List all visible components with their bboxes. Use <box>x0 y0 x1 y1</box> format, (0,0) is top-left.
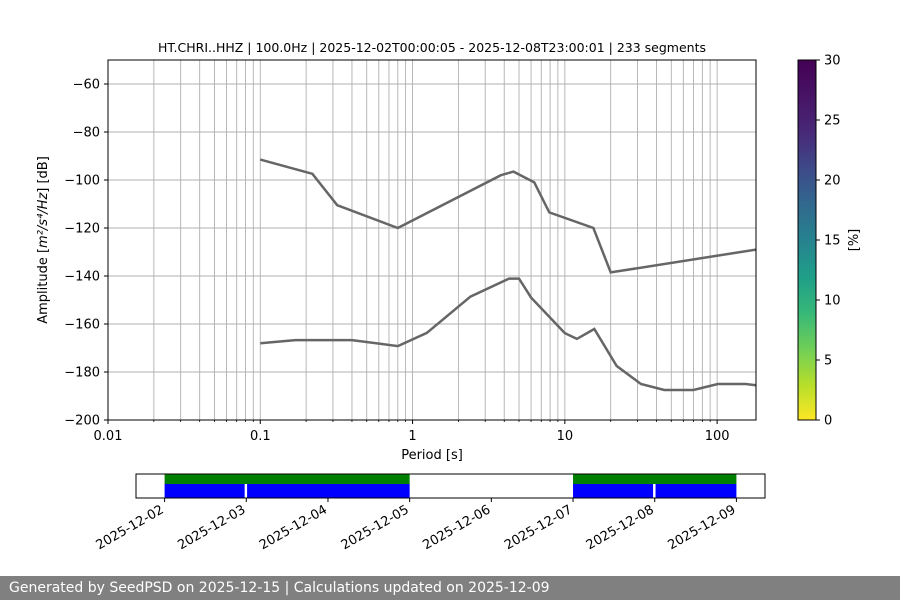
chart-title: HT.CHRI..HHZ | 100.0Hz | 2025-12-02T00:0… <box>158 40 706 55</box>
